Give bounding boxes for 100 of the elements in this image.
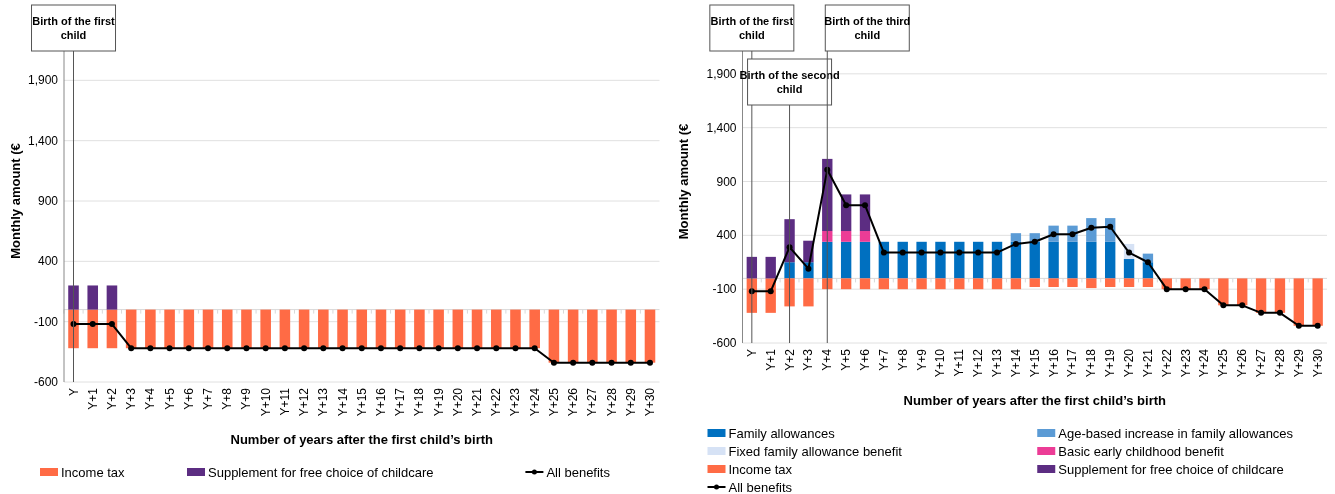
- bar: [916, 278, 927, 290]
- bar: [1010, 278, 1022, 290]
- x-tick-label: Y+21: [470, 387, 485, 417]
- point: [301, 345, 308, 352]
- bar: [1237, 278, 1248, 306]
- x-tick-label: Y+14: [335, 387, 350, 417]
- x-tick-label: Y+13: [316, 387, 331, 417]
- x-tick-label: Y+4: [143, 387, 158, 410]
- x-tick-label: Y+22: [1159, 348, 1174, 378]
- bar: [1105, 278, 1116, 288]
- bar: [1067, 241, 1078, 279]
- x-tick-label: Y+24: [1197, 348, 1212, 378]
- x-tick-label: Y+15: [354, 387, 369, 417]
- point: [1276, 309, 1283, 316]
- x-tick-label: Y+8: [220, 387, 235, 410]
- x-tick-label: Y+9: [239, 387, 254, 410]
- ref-line-label: Birth of the first child: [32, 15, 116, 41]
- bar: [1255, 278, 1267, 313]
- bar: [935, 241, 946, 279]
- point: [956, 249, 963, 256]
- x-tick-label: Y+20: [450, 387, 465, 417]
- x-tick-label: Y+26: [1235, 348, 1250, 378]
- x-tick-label: Y+7: [876, 348, 891, 371]
- legend-label: Income tax: [61, 464, 126, 480]
- y-tick-label: 1,900: [706, 66, 737, 81]
- bar: [972, 278, 984, 290]
- point: [185, 345, 192, 352]
- point: [397, 345, 404, 352]
- x-tick-label: Y+1: [85, 387, 100, 410]
- x-tick-label: Y+17: [1065, 348, 1080, 378]
- point: [147, 345, 154, 352]
- point: [435, 345, 442, 352]
- x-tick-label: Y+25: [546, 387, 561, 417]
- x-tick-label: Y+25: [1216, 348, 1231, 378]
- point: [767, 288, 774, 295]
- bar: [1274, 278, 1286, 313]
- x-tick-label: Y+3: [801, 348, 816, 371]
- point: [339, 345, 346, 352]
- point: [843, 202, 850, 209]
- x-tick-label: Y+10: [258, 387, 273, 417]
- bar: [1123, 278, 1135, 288]
- x-tick-label: Y+9: [914, 348, 929, 371]
- x-tick-label: Y+26: [566, 387, 581, 417]
- legend-label: All benefits: [546, 464, 611, 480]
- y-tick-label: 1,900: [27, 73, 59, 88]
- x-tick-label: Y+29: [623, 387, 638, 417]
- x-tick-label: Y+10: [933, 348, 948, 378]
- point: [1163, 286, 1170, 293]
- x-tick-label: Y+7: [201, 387, 216, 410]
- x-tick-label: Y+27: [1254, 348, 1269, 378]
- x-axis-title: Number of years after the first child’s birth: [903, 393, 1167, 408]
- y-tick-label: 1,400: [706, 120, 737, 135]
- legend-label: Supplement for free choice of childcare: [208, 464, 434, 480]
- point: [550, 359, 557, 366]
- point: [937, 249, 944, 256]
- y-axis-title: Monthly amount (€: [8, 143, 23, 259]
- point: [320, 345, 327, 352]
- y-tick-label: 900: [716, 174, 737, 189]
- point: [862, 202, 868, 209]
- point: [224, 345, 231, 352]
- bar: [1029, 278, 1040, 288]
- x-tick-label: Y+28: [604, 387, 619, 417]
- x-tick-label: Y+21: [1140, 348, 1155, 378]
- legend-label: Fixed family allowance benefit: [728, 443, 903, 459]
- bar: [1142, 278, 1154, 288]
- bar: [897, 278, 908, 290]
- x-tick-label: Y+29: [1291, 348, 1306, 378]
- point: [166, 345, 173, 352]
- y-tick-label: 1,400: [27, 133, 59, 148]
- x-tick-label: Y+3: [124, 387, 139, 410]
- x-tick-label: Y+5: [839, 348, 854, 371]
- x-tick-label: Y+23: [508, 387, 523, 417]
- x-tick-label: Y+16: [1046, 348, 1061, 378]
- point: [1295, 322, 1302, 329]
- point: [89, 321, 96, 328]
- bar: [991, 278, 1003, 290]
- bar: [1218, 278, 1229, 306]
- bar: [1086, 241, 1097, 279]
- point: [1012, 240, 1019, 247]
- point: [128, 345, 135, 352]
- bar: [935, 278, 946, 290]
- point: [474, 345, 481, 352]
- bar: [1086, 278, 1097, 289]
- bar: [803, 278, 814, 307]
- bar: [840, 278, 852, 290]
- point: [899, 249, 906, 256]
- x-tick-label: Y+17: [393, 387, 408, 417]
- point: [108, 321, 115, 328]
- y-axis-title: Monthly amount (€: [675, 123, 691, 240]
- bar: [840, 231, 852, 242]
- bar: [1312, 278, 1323, 326]
- point: [570, 359, 577, 366]
- y-tick-label: -100: [712, 282, 737, 297]
- y-tick-label: 900: [37, 194, 59, 208]
- legend-label: Income tax: [728, 461, 793, 477]
- point: [243, 345, 250, 352]
- point: [1031, 238, 1038, 245]
- point: [994, 249, 1001, 256]
- point: [358, 345, 365, 352]
- x-tick-label: Y+11: [277, 387, 292, 416]
